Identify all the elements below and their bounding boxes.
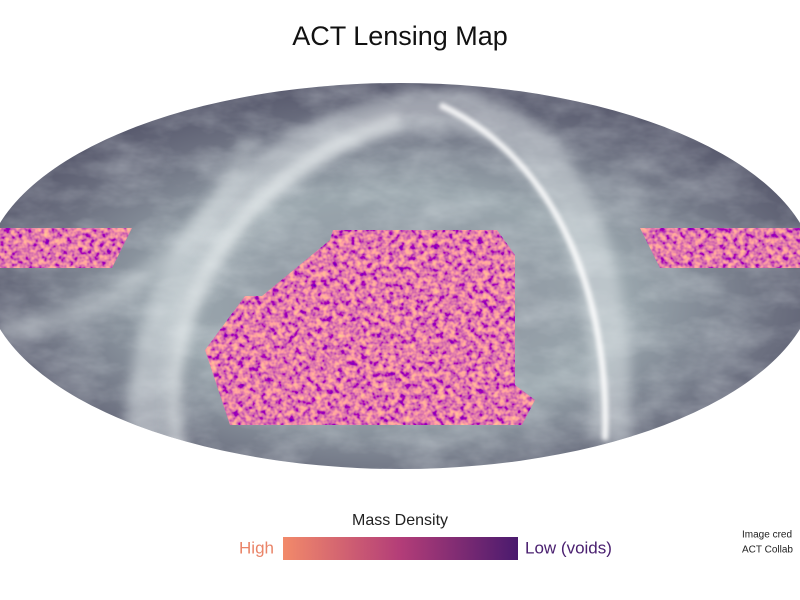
legend-title: Mass Density xyxy=(352,512,448,529)
colorbar-high-label: Low (voids) xyxy=(525,538,612,557)
credit-line: Image cred xyxy=(742,530,792,541)
colorbar xyxy=(283,537,518,560)
credit-line: ACT Collab xyxy=(742,545,793,556)
colorbar-low-label: High xyxy=(239,538,274,557)
map-title: ACT Lensing Map xyxy=(292,21,508,51)
